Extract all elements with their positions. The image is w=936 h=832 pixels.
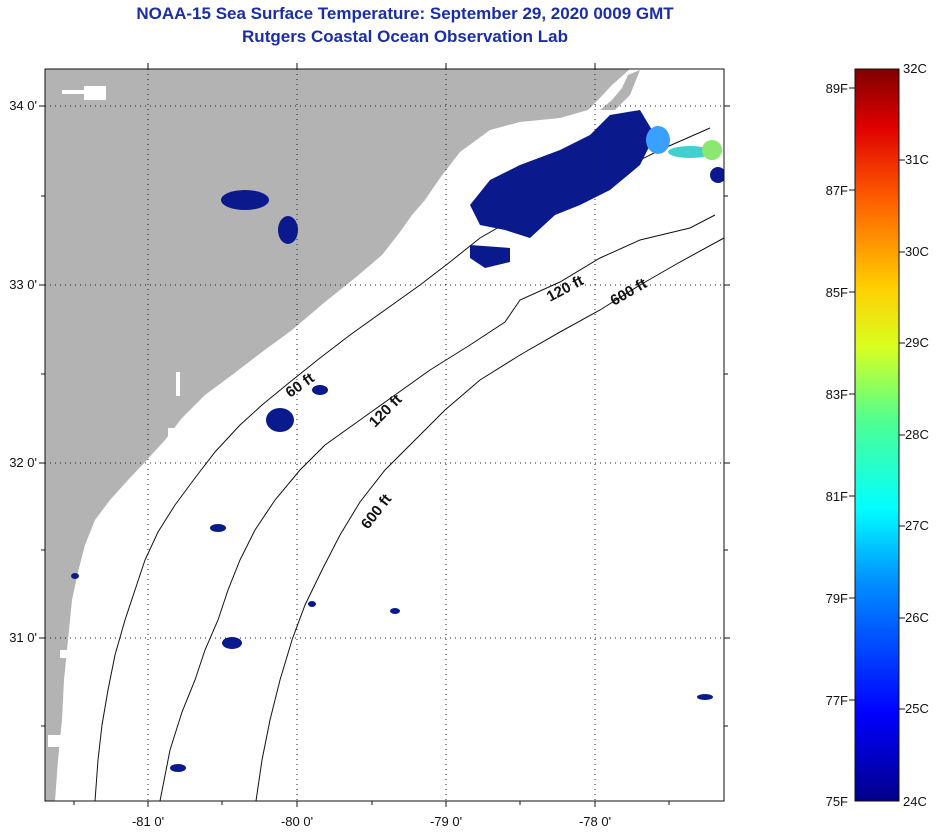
colorbar-f-label: 79F [826, 591, 848, 606]
map-title: NOAA-15 Sea Surface Temperature: Septemb… [136, 4, 674, 23]
colorbar-f-label: 83F [826, 387, 848, 402]
colorbar-f-label: 87F [826, 183, 848, 198]
lat-label: 33 0' [9, 277, 37, 292]
colorbar-c-label: 24C [903, 794, 927, 809]
colorbar-f-label: 89F [826, 81, 848, 96]
colorbar-c-label: 32C [903, 61, 927, 76]
axis-ticks [39, 63, 730, 807]
colorbar-c-label: 27C [905, 518, 929, 533]
lon-label: -80 0' [281, 814, 313, 829]
colorbar-c-label: 25C [905, 701, 929, 716]
colorbar-c-label: 30C [905, 244, 929, 259]
lon-label: -79 0' [430, 814, 462, 829]
land-area [45, 69, 630, 801]
colorbar-c-label: 29C [905, 335, 929, 350]
colorbar-c-label: 28C [905, 427, 929, 442]
colorbar-f-label: 75F [826, 794, 848, 809]
colorbar-f-label: 81F [826, 489, 848, 504]
colorbar-c-label: 26C [905, 610, 929, 625]
lon-label: -81 0' [132, 814, 164, 829]
colorbar [854, 68, 900, 802]
lat-label: 34 0' [9, 98, 37, 113]
colorbar-f-label: 85F [826, 285, 848, 300]
colorbar-c-label: 31C [905, 152, 929, 167]
colorbar-f-label: 77F [826, 693, 848, 708]
map-subtitle: Rutgers Coastal Ocean Observation Lab [242, 27, 568, 46]
lat-label: 31 0' [9, 630, 37, 645]
lat-label: 32 0' [9, 455, 37, 470]
lon-label: -78 0' [579, 814, 611, 829]
